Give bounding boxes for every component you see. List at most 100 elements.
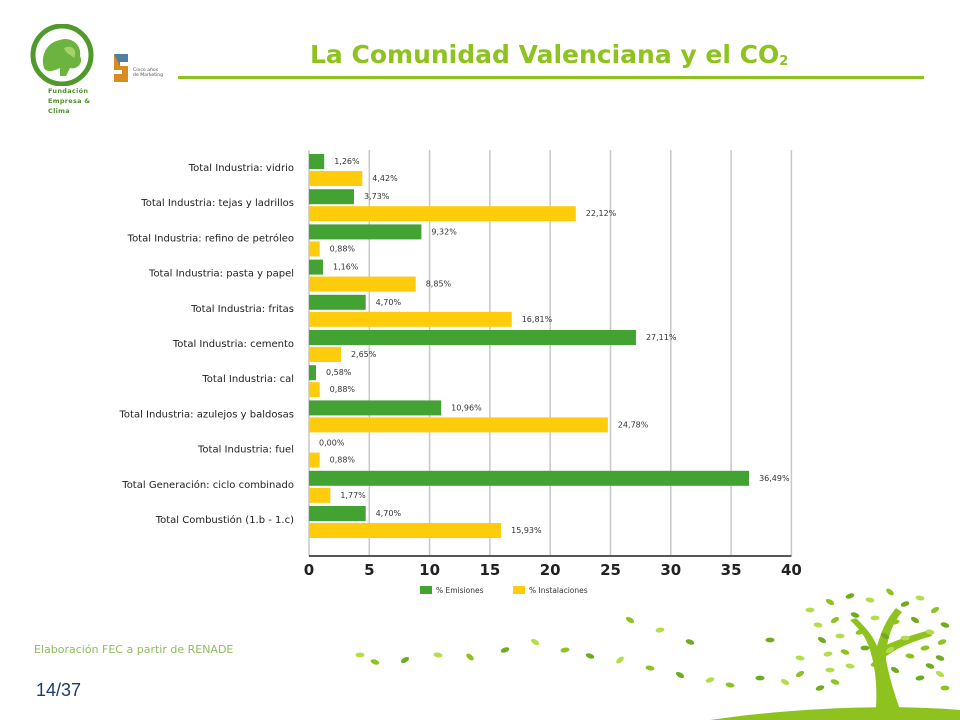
leaf-shape: [795, 670, 805, 678]
category-label: Total Industria: tejas y ladrillos: [140, 198, 294, 209]
title-underline: [178, 76, 924, 79]
leaf-shape: [645, 665, 655, 671]
source-note: Elaboración FEC a partir de RENADE: [34, 643, 234, 656]
data-label: 10,96%: [451, 403, 482, 412]
leaf-shape: [585, 653, 595, 659]
bar-instalaciones: [309, 241, 320, 257]
bar-instalaciones: [309, 487, 331, 503]
category-label: Total Industria: pasta y papel: [148, 269, 294, 280]
logo-line-2: Empresa &: [48, 97, 91, 105]
tree-ground: [710, 707, 960, 720]
logo-line-3: Clima: [48, 107, 70, 115]
leaf-shape: [937, 639, 947, 645]
data-label: 8,85%: [426, 280, 452, 289]
bar-instalaciones: [309, 276, 416, 292]
leaf-shape: [823, 651, 833, 657]
leaf-shape: [815, 685, 825, 691]
page-number: 14/37: [36, 680, 82, 700]
legend-swatch: [420, 586, 432, 594]
data-label: 1,26%: [334, 157, 360, 166]
data-label: 1,16%: [333, 263, 359, 272]
bar-emisiones: [309, 400, 442, 416]
leaf-shape: [840, 649, 850, 655]
legend-label: % Instalaciones: [529, 586, 588, 595]
data-label: 9,32%: [431, 227, 457, 236]
bar-emisiones: [309, 470, 750, 486]
category-label: Total Industria: refino de petróleo: [127, 232, 294, 244]
x-tick-label: 0: [304, 561, 314, 579]
data-label: 0,58%: [326, 368, 352, 377]
leaf-shape: [725, 682, 735, 688]
fundacion-empresa-clima-wordmark: Fundación Empresa & Clima: [48, 86, 90, 116]
data-label: 1,77%: [340, 491, 366, 500]
leaf-shape: [850, 612, 860, 618]
x-tick-label: 25: [600, 561, 621, 579]
leaf-shape: [925, 663, 935, 669]
leaf-shape: [870, 661, 880, 667]
leaf-shape: [890, 619, 900, 625]
bar-instalaciones: [309, 206, 576, 222]
page-title: La Comunidad Valenciana y el CO2: [310, 40, 789, 69]
leaf-shape: [795, 655, 805, 661]
leaf-shape: [675, 671, 685, 679]
leaf-shape: [915, 675, 925, 681]
bar-instalaciones: [309, 347, 341, 362]
bar-emisiones: [309, 506, 366, 521]
bar-instalaciones: [309, 171, 363, 186]
bar-emisiones: [309, 294, 366, 310]
leaf-shape: [890, 666, 900, 674]
leaf-shape: [900, 601, 910, 607]
leaf-shape: [935, 655, 945, 661]
leaf-shape: [616, 656, 624, 664]
x-tick-label: 15: [479, 561, 500, 579]
data-label: 27,11%: [646, 333, 677, 342]
leaf-shape: [865, 597, 875, 603]
leaf-shape: [855, 629, 865, 635]
leaf-shape: [845, 663, 855, 669]
leaf-shape: [915, 595, 925, 601]
leaf-shape: [755, 675, 765, 681]
category-label: Total Industria: fuel: [197, 445, 294, 456]
category-label: Total Industria: cal: [201, 374, 294, 385]
leaf-shape: [370, 659, 380, 665]
emissions-installations-bar-chart: 0 5 10 15 20 25 30 35 40 Total Industria: vidrio 1…: [119, 150, 802, 595]
leaf-shape: [900, 635, 910, 641]
bar-emisiones: [309, 189, 354, 205]
legend-label: % Emisiones: [436, 586, 484, 595]
leaf-shape: [825, 598, 835, 606]
leaf-shape: [930, 606, 940, 614]
leaf-shape: [940, 685, 950, 691]
bar-instalaciones: [309, 417, 608, 433]
bar-instalaciones: [309, 523, 502, 538]
data-label: 36,49%: [759, 474, 790, 483]
leaf-shape: [860, 645, 870, 651]
data-label: 24,78%: [618, 420, 649, 429]
bar-instalaciones: [309, 452, 320, 468]
leaf-shape: [625, 616, 635, 624]
leaf-shape: [830, 679, 840, 685]
x-tick-label: 10: [419, 561, 440, 579]
data-label: 22,12%: [586, 209, 617, 218]
data-label: 0,00%: [319, 439, 345, 448]
leaf-shape: [560, 647, 570, 653]
fundacion-empresa-clima-logo: [30, 24, 94, 86]
category-label: Total Industria: azulejos y baldosas: [119, 409, 295, 420]
leaf-shape: [685, 639, 695, 645]
leaf-shape: [880, 632, 890, 640]
leaf-shape: [530, 638, 540, 646]
data-label: 16,81%: [522, 315, 553, 324]
category-label: Total Industria: fritas: [190, 304, 294, 315]
bar-emisiones: [309, 365, 316, 381]
x-tick-label: 20: [540, 561, 561, 579]
leaf-shape: [885, 646, 895, 654]
leaf-shape: [466, 653, 474, 661]
x-tick-label: 5: [364, 561, 374, 579]
title-subscript: 2: [779, 54, 789, 69]
legend-swatch: [513, 586, 525, 594]
leaf-shape: [705, 677, 715, 683]
leaf-shape: [925, 629, 935, 635]
leaf-shape: [835, 633, 845, 639]
x-tick-label: 30: [660, 561, 681, 579]
leaf-shape: [830, 616, 840, 624]
leaf-shape: [433, 652, 443, 658]
